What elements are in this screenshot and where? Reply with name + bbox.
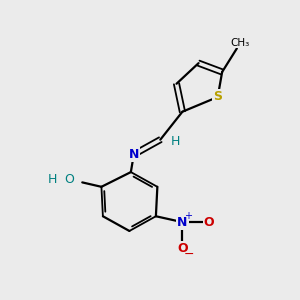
Text: H: H — [170, 135, 180, 148]
Text: −: − — [184, 248, 194, 261]
Text: S: S — [213, 91, 222, 103]
Text: O: O — [177, 242, 188, 255]
Text: O: O — [64, 173, 74, 186]
Text: CH₃: CH₃ — [230, 38, 249, 47]
Text: N: N — [129, 148, 139, 161]
Text: H: H — [48, 173, 58, 186]
Text: O: O — [204, 216, 214, 229]
Text: N: N — [177, 216, 188, 229]
Text: +: + — [184, 211, 192, 221]
